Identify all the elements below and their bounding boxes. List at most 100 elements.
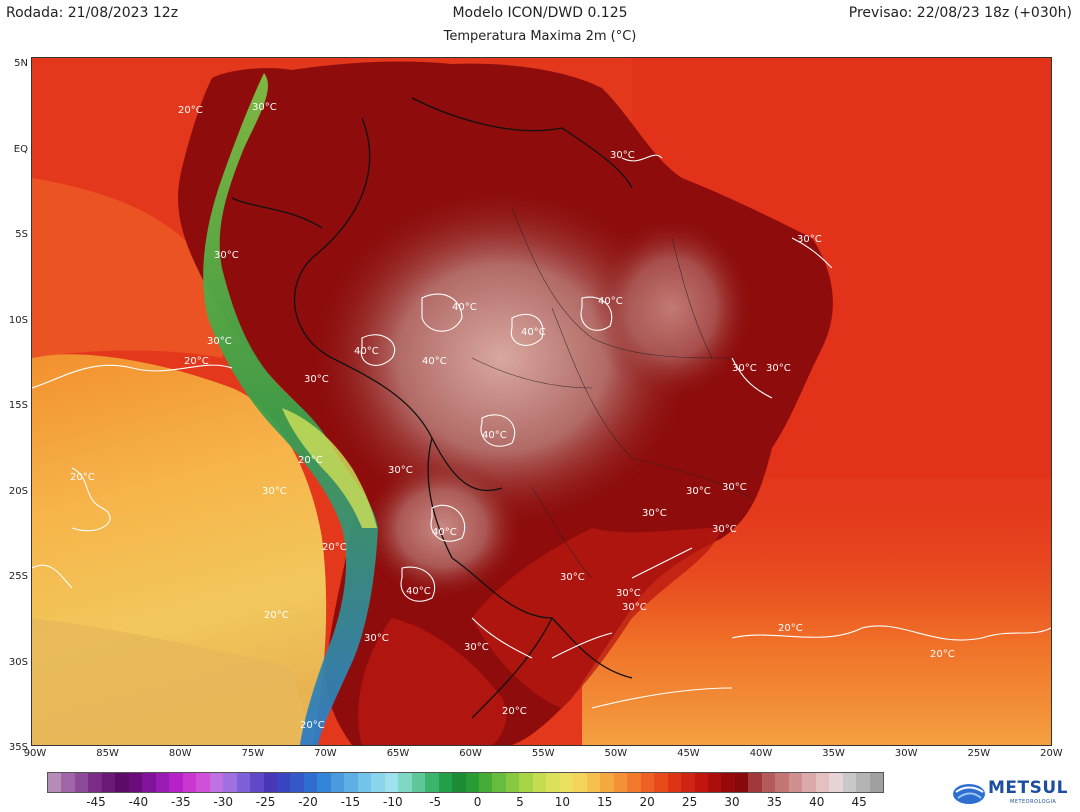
scale-label: 5 [516,795,524,809]
globe-icon [953,784,985,804]
contour-label: 20°C [502,706,527,717]
longitude-label: 75W [241,748,265,759]
scale-label: 30 [724,795,740,809]
scale-label: -30 [213,795,233,809]
scale-swatch [115,773,129,792]
contour-label: 30°C [364,633,389,644]
scale-swatch [61,773,75,792]
scale-swatch [209,773,224,792]
contour-label: 20°C [70,472,95,483]
contour-label: 40°C [598,296,623,307]
scale-swatch [532,773,547,792]
scale-swatch [344,773,358,792]
state-borders [471,207,753,579]
contour-label: 20°C [300,720,325,731]
contour-label: 40°C [422,356,447,367]
scale-swatch [613,773,628,792]
scale-swatch [223,773,237,792]
scale-swatch [788,773,803,792]
contour-label: 40°C [354,346,379,357]
scale-swatch [707,773,722,792]
contour-label: 30°C [797,234,822,245]
scale-swatch [761,773,776,792]
scale-swatch [398,773,412,792]
scale-swatch [519,773,533,792]
scale-label: -20 [298,795,318,809]
metsul-logo: METSUL METEOROLOGIA [952,778,1074,808]
latitude-label: 5N [14,58,28,69]
scale-label: -40 [128,795,149,809]
contour-label-group: 30°C 30°C 30°C 30°C 30°C 30°C 30°C 30°C … [70,102,955,731]
logo-subtext: METEOROLOGIA [1010,799,1057,805]
scale-swatch [734,773,749,792]
scale-label: -5 [429,795,442,809]
contour-label: 30°C [214,250,239,261]
forecast-time-label: Previsao: 22/08/23 18z (+030h) [848,5,1072,21]
latitude-label: 20S [8,485,28,497]
scale-swatch [357,773,372,792]
temperature-map[interactable]: 30°C 30°C 30°C 30°C 30°C 30°C 30°C 30°C … [31,57,1052,746]
contour-label: 30°C [722,482,747,493]
longitude-label: 90W [23,748,47,759]
scale-swatch [250,773,264,792]
scale-label: 40 [809,795,825,809]
scale-swatch [829,773,843,792]
latitude-label: 25S [8,571,28,582]
contour-label: 30°C [207,336,232,347]
scale-swatch [586,773,601,792]
scale-swatch [438,773,453,792]
country-borders [231,97,633,719]
scale-swatch [815,773,830,792]
contour-label: 30°C [732,363,757,374]
scale-swatch [48,773,62,792]
scale-swatch [667,773,682,792]
contour-label: 40°C [521,327,546,338]
contour-label: 30°C [642,508,667,519]
longitude-label: 50W [604,748,628,759]
latitude-label: 5S [15,229,28,240]
latitude-label: EQ [13,143,28,155]
scale-swatch [317,773,331,792]
contour-label: 30°C [560,572,585,583]
scale-swatch [425,773,439,792]
scale-swatch [196,773,210,792]
scale-label: 45 [851,795,867,809]
scale-swatch [371,773,385,792]
scale-swatch [721,773,735,792]
longitude-label: 40W [749,748,773,759]
scale-label: 20 [639,795,655,809]
isotherm-contours [32,154,1051,709]
scale-swatch [869,773,884,792]
longitude-label: 20W [1040,748,1063,759]
contour-label: 20°C [930,649,955,660]
longitude-label: 85W [96,748,119,759]
scale-swatch [276,773,291,792]
scale-swatch [101,773,116,792]
scale-swatch [88,773,102,792]
scale-label: -25 [255,795,276,809]
scale-swatch [559,773,574,792]
contour-label: 30°C [262,486,287,497]
scale-label: -35 [170,795,191,809]
contour-label: 30°C [766,363,791,374]
contour-label: 30°C [464,642,489,653]
color-scale-bar [47,772,885,793]
scale-label: -10 [382,795,403,809]
contour-label: 30°C [388,465,413,476]
longitude-label: 70W [314,748,337,759]
temperature-field: 30°C 30°C 30°C 30°C 30°C 30°C 30°C 30°C … [32,58,1051,745]
contour-label: 30°C [610,150,635,161]
contour-label: 40°C [452,302,477,313]
scale-swatch [842,773,857,792]
scale-label: 15 [597,795,613,809]
scale-label: -15 [340,795,361,809]
logo-text: METSUL [988,778,1069,798]
contour-label: 30°C [712,524,737,535]
contour-label: 20°C [298,455,323,466]
contour-label: 30°C [622,602,647,613]
longitude-label: 80W [168,748,192,759]
scale-swatch [290,773,304,792]
latitude-label: 35S [8,742,28,753]
scale-swatch [411,773,426,792]
scale-swatch [263,773,277,792]
